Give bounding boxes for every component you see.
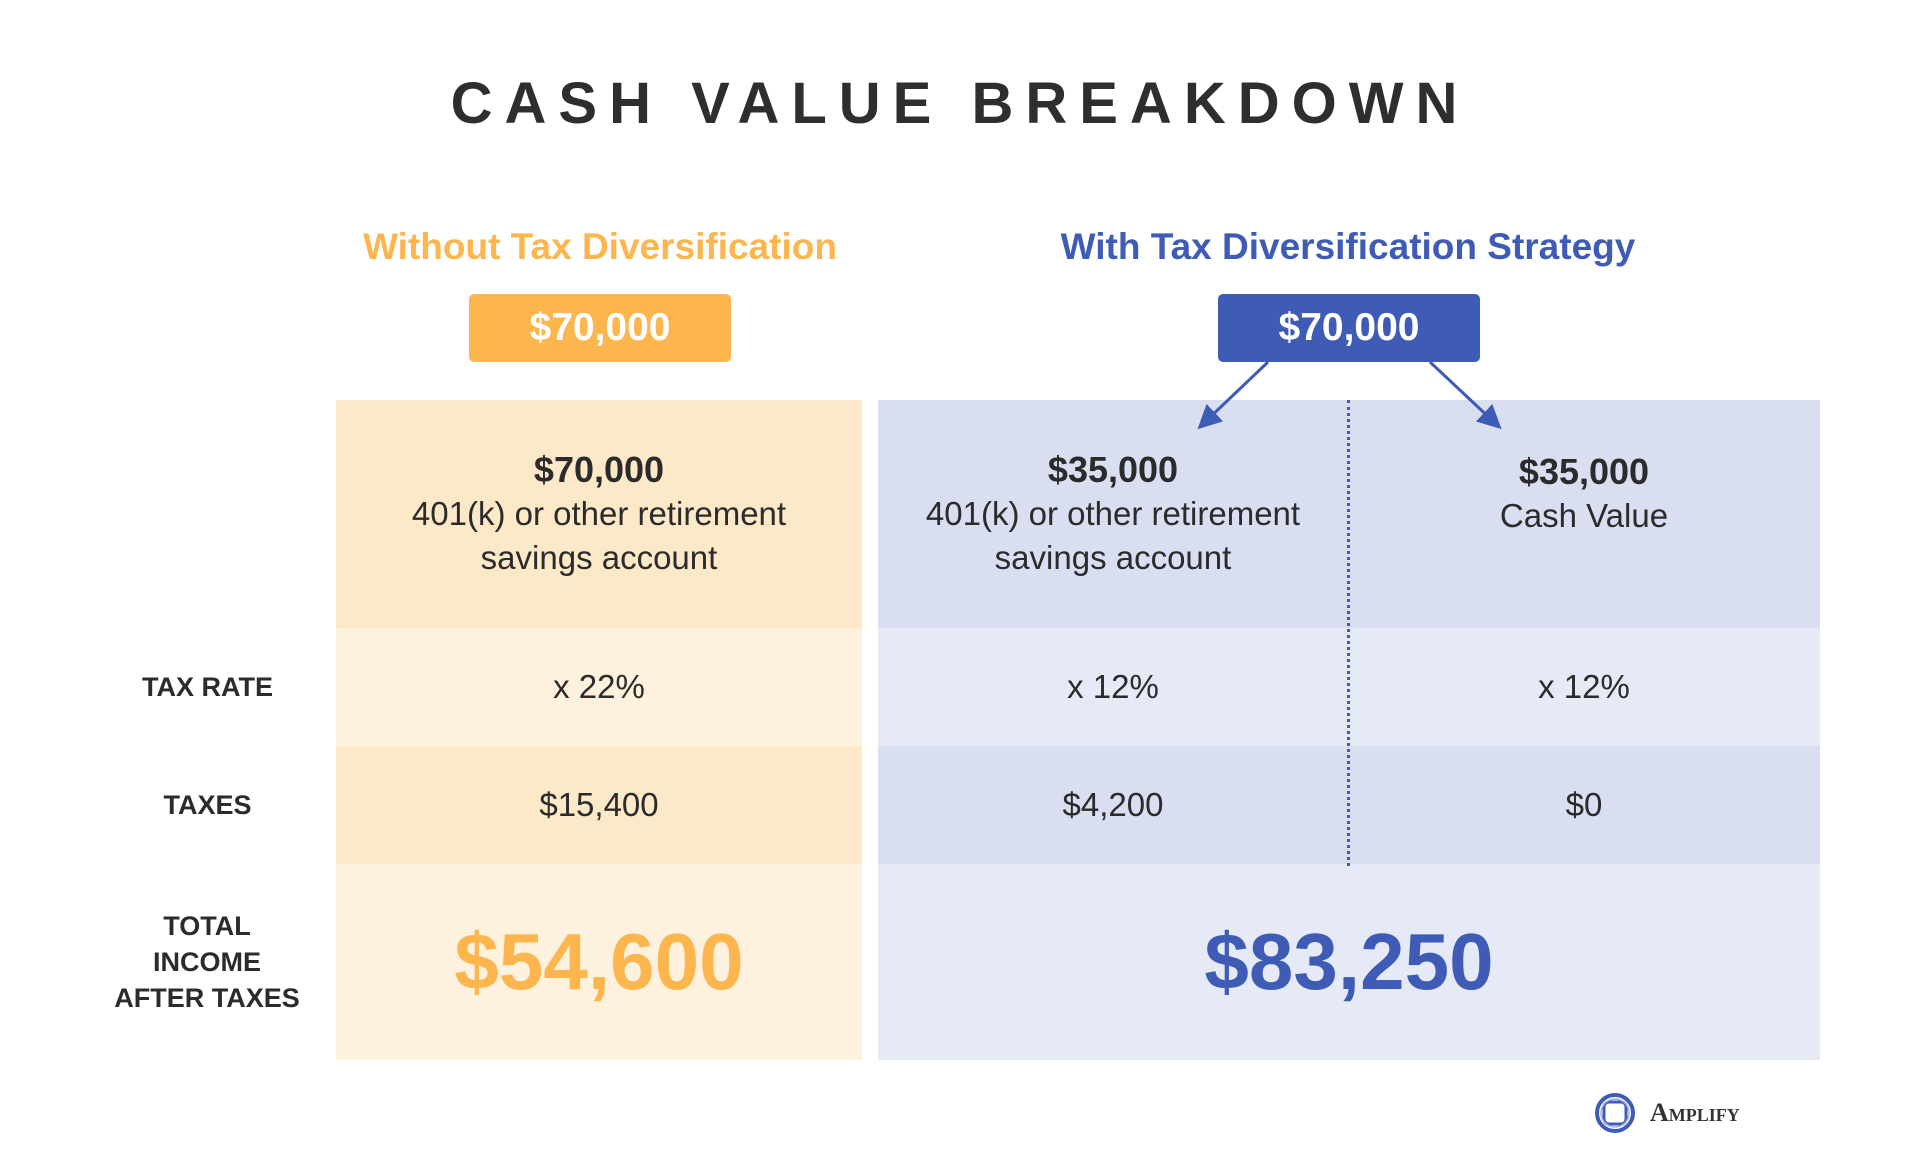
with-retirement-tax-rate: x 12% (1067, 668, 1159, 705)
with-heading: With Tax Diversification Strategy (1060, 226, 1636, 267)
with-retirement-amount: $35,000 (1047, 449, 1179, 490)
with-total: $83,250 (878, 864, 1820, 1060)
with-cash-value-taxes: $0 (1565, 786, 1603, 823)
with-cash-value-amount: $35,000 (1518, 451, 1650, 492)
amplify-logo: Amplify (1594, 1092, 1740, 1134)
without-account-label: 401(k) or other retirement savings accou… (411, 495, 787, 576)
without-total-badge: $70,000 (469, 294, 731, 362)
page-title: CASH VALUE BREAKDOWN (450, 71, 1470, 136)
row-label-total: TOTAL INCOME AFTER TAXES (114, 911, 300, 1013)
arrow-left-icon (1197, 360, 1270, 430)
without-account-amount: $70,000 (533, 449, 665, 490)
amplify-logo-icon (1595, 1093, 1635, 1133)
with-retirement-cell: $35,000 401(k) or other retirement savin… (878, 400, 1348, 628)
with-cash-value-label: Cash Value (1499, 497, 1669, 534)
with-retirement-label: 401(k) or other retirement savings accou… (925, 495, 1301, 576)
with-cash-value-cell: $35,000 Cash Value (1348, 400, 1820, 628)
row-label-tax-rate: TAX RATE (142, 672, 273, 702)
without-taxes: $15,400 (336, 746, 862, 864)
with-total-badge: $70,000 (1218, 294, 1480, 362)
amplify-logo-text: Amplify (1650, 1098, 1740, 1127)
with-cash-value-tax-rate: x 12% (1538, 668, 1630, 705)
row-label-taxes: TAXES (163, 790, 252, 820)
with-retirement-taxes: $4,200 (1062, 786, 1164, 823)
without-heading: Without Tax Diversification (363, 226, 837, 267)
arrow-right-icon (1428, 360, 1502, 430)
without-total: $54,600 (336, 864, 862, 1060)
without-tax-rate: x 22% (336, 628, 862, 746)
without-account-cell: $70,000 401(k) or other retirement savin… (336, 400, 862, 628)
column-divider (1347, 400, 1350, 866)
